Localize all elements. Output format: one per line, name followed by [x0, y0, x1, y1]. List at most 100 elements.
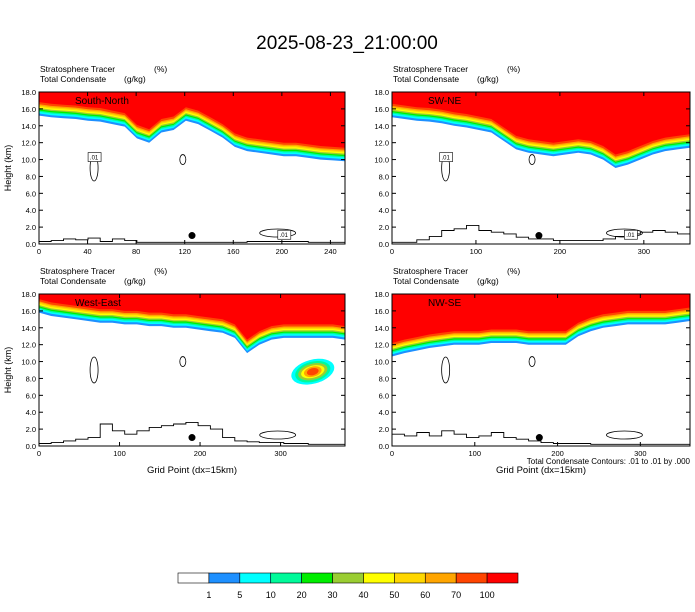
tracer-label: Stratosphere Tracer [40, 64, 115, 74]
y-tick-label: 8.0 [379, 374, 389, 383]
condensate-contour [179, 154, 187, 165]
colorbar-label: 1 [206, 590, 211, 600]
contour-label: .01 [441, 156, 450, 162]
y-tick-label: 16.0 [374, 105, 389, 114]
y-tick-label: 10.0 [21, 156, 36, 165]
tracer-unit: (%) [154, 64, 167, 74]
panel-name: West-East [75, 298, 121, 309]
terrain-line [392, 224, 690, 243]
plot-area [39, 294, 345, 446]
y-tick-label: 2.0 [26, 223, 36, 232]
y-tick-label: 6.0 [379, 391, 389, 400]
condensate-unit: (g/kg) [477, 276, 499, 286]
plot-frame [391, 293, 691, 447]
condensate-label: Total Condensate [393, 74, 459, 84]
colorbar-swatch [239, 572, 272, 584]
y-tick-label: 16.0 [21, 105, 36, 114]
y-tick-label: 12.0 [374, 139, 389, 148]
tracer-core [39, 92, 345, 148]
y-tick-label: 12.0 [21, 139, 36, 148]
contour-label-box [624, 229, 638, 240]
y-tick-label: 6.0 [26, 189, 36, 198]
colorbar-swatch [363, 572, 395, 584]
tracer-unit: (%) [154, 266, 167, 276]
colorbar-label: 100 [480, 590, 495, 600]
condensate-contour [259, 430, 297, 440]
contour-label: .01 [626, 233, 635, 239]
colorbar-swatch [332, 572, 364, 584]
x-tick-label: 200 [554, 247, 567, 256]
tracer-label: Stratosphere Tracer [40, 266, 115, 276]
colorbar-label: 20 [297, 590, 307, 600]
panel-nw-se: 0.0 2.0 4.0 6.0 8.0 10.0 12.0 14.0 16.0 18.0 0 100 2… [374, 266, 691, 476]
y-tick-label: 14.0 [374, 122, 389, 131]
panel-sw-ne: 0.0 2.0 4.0 6.0 8.0 10.0 12.0 14.0 16.0 18.0 0 100 2… [374, 64, 691, 256]
y-tick-label: 4.0 [26, 206, 36, 215]
x-tick-label: 200 [194, 449, 207, 458]
location-marker [535, 232, 543, 240]
terrain-line [39, 421, 345, 445]
y-tick-label: 6.0 [26, 391, 36, 400]
tracer-core [392, 92, 690, 155]
x-tick-label: 300 [634, 449, 647, 458]
x-tick-label: 300 [274, 449, 287, 458]
page-title: 2025-08-23_21:00:00 [256, 33, 438, 54]
contour-label-box [87, 152, 102, 162]
colorbar-swatch [270, 572, 302, 584]
x-tick-label: 240 [324, 247, 337, 256]
tracer-core [39, 294, 345, 340]
panels: 0.0 2.0 4.0 6.0 8.0 10.0 12.0 14.0 16.0 18.0 0 40 80… [3, 64, 691, 476]
y-tick-label: 0.0 [379, 442, 389, 451]
y-tick-label: 4.0 [379, 408, 389, 417]
panel-name: South-North [75, 96, 129, 107]
y-axis-label: Height (km) [3, 347, 13, 394]
x-tick-label: 0 [37, 247, 41, 256]
colorbar-label: 50 [389, 590, 399, 600]
plot-frame [38, 293, 346, 447]
condensate-unit: (g/kg) [124, 74, 146, 84]
colorbar-label: 30 [328, 590, 338, 600]
condensate-label: Total Condensate [393, 276, 459, 286]
x-tick-label: 0 [37, 449, 41, 458]
y-tick-label: 10.0 [374, 358, 389, 367]
y-tick-label: 0.0 [379, 240, 389, 249]
x-tick-label: 100 [470, 247, 483, 256]
y-tick-label: 18.0 [374, 290, 389, 299]
x-tick-label: 120 [178, 247, 191, 256]
x-tick-label: 80 [132, 247, 140, 256]
x-axis-label: Grid Point (dx=15km) [147, 465, 237, 476]
contour-label: .01 [90, 156, 99, 162]
condensate-contour [606, 430, 643, 440]
condensate-label: Total Condensate [40, 276, 106, 286]
condensate-contour [179, 356, 187, 367]
location-marker [188, 232, 196, 240]
y-tick-label: 18.0 [374, 88, 389, 97]
y-tick-label: 4.0 [379, 206, 389, 215]
condensate-contour [528, 154, 536, 165]
x-tick-label: 40 [83, 247, 91, 256]
plot-frame [38, 91, 346, 245]
y-axis-label: Height (km) [3, 145, 13, 192]
location-marker [535, 434, 543, 442]
y-tick-label: 12.0 [374, 341, 389, 350]
y-tick-label: 12.0 [21, 341, 36, 350]
condensate-contour [441, 356, 451, 384]
colorbar-label: 70 [451, 590, 461, 600]
terrain-line [39, 237, 345, 243]
y-tick-label: 2.0 [26, 425, 36, 434]
panel-south-north: 0.0 2.0 4.0 6.0 8.0 10.0 12.0 14.0 16.0 18.0 0 40 80… [3, 64, 346, 256]
y-tick-label: 18.0 [21, 88, 36, 97]
colorbar-label: 10 [266, 590, 276, 600]
y-tick-label: 6.0 [379, 189, 389, 198]
contour-label: .01 [280, 233, 289, 239]
y-tick-label: 2.0 [379, 223, 389, 232]
colorbar: 1 5 10 20 30 40 50 60 70 100 [177, 572, 519, 600]
y-tick-label: 18.0 [21, 290, 36, 299]
y-tick-label: 8.0 [26, 374, 36, 383]
tracer-unit: (%) [507, 64, 520, 74]
location-marker [188, 434, 196, 442]
colorbar-label: 60 [420, 590, 430, 600]
colorbar-label: 40 [358, 590, 368, 600]
condensate-unit: (g/kg) [477, 74, 499, 84]
